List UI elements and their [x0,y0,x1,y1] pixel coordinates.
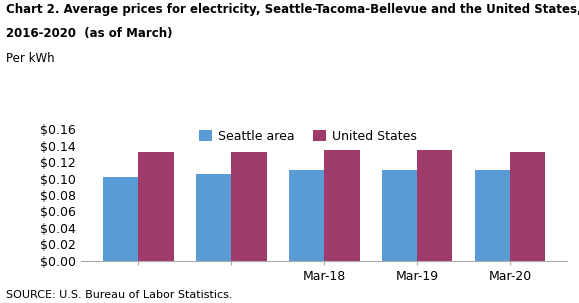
Text: Chart 2. Average prices for electricity, Seattle-Tacoma-Bellevue and the United : Chart 2. Average prices for electricity,… [6,3,579,16]
Bar [138,152,174,261]
Text: 2016-2020  (as of March): 2016-2020 (as of March) [6,27,173,40]
Bar [232,152,267,261]
Bar [382,170,417,261]
Bar [475,170,510,261]
Bar [417,150,452,261]
Text: Per kWh: Per kWh [6,52,54,65]
Bar [324,150,360,261]
Bar [103,177,138,261]
Bar [510,152,545,261]
Bar [289,170,324,261]
Legend: Seattle area, United States: Seattle area, United States [195,125,422,148]
Text: SOURCE: U.S. Bureau of Labor Statistics.: SOURCE: U.S. Bureau of Labor Statistics. [6,290,232,300]
Bar [196,175,232,261]
